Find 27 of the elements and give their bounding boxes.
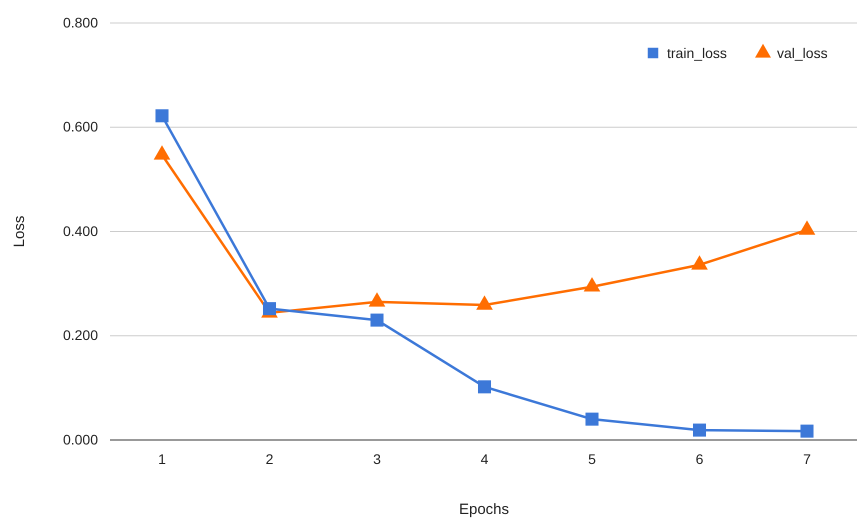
y-axis-title: Loss — [11, 216, 28, 248]
point — [368, 292, 386, 307]
y-tick-label: 0.800 — [62, 14, 98, 30]
point — [585, 412, 599, 426]
x-tick-label: 2 — [266, 450, 274, 467]
x-tick-label: 3 — [373, 450, 382, 467]
point — [154, 145, 170, 160]
x-axis-title: Epochs — [458, 501, 510, 518]
x-tick-label: 7 — [803, 450, 812, 467]
y-tick-label: 0.400 — [62, 222, 98, 239]
x-tick-label: 5 — [588, 450, 596, 467]
point — [478, 380, 492, 394]
point — [370, 314, 384, 327]
x-tick-label: 4 — [480, 450, 489, 467]
point — [691, 255, 708, 270]
y-tick-label: 0.200 — [62, 327, 98, 344]
point — [692, 424, 706, 437]
x-tick-label: 6 — [696, 450, 704, 467]
point — [476, 295, 493, 310]
y-tick-label: 0.000 — [62, 431, 98, 448]
legend-label: val_loss — [777, 45, 828, 61]
point — [800, 424, 814, 438]
x-tick-label: 1 — [158, 450, 166, 467]
point — [584, 277, 600, 292]
point — [798, 220, 816, 235]
legend-label: train_loss — [667, 45, 727, 61]
y-tick-label: 0.600 — [62, 118, 98, 135]
